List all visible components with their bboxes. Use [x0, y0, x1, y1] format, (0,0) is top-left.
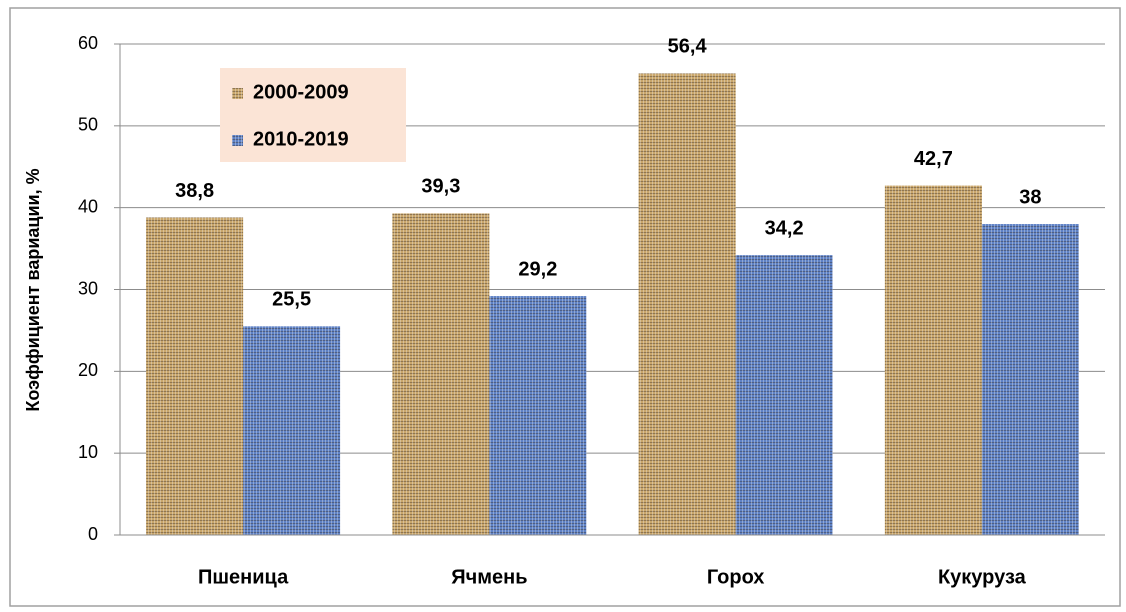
legend-box — [220, 68, 406, 162]
legend-label: 2010-2019 — [253, 128, 349, 150]
data-label: 38 — [1019, 186, 1041, 208]
x-tick-label: Кукуруза — [938, 566, 1027, 588]
y-tick-label: 50 — [78, 115, 98, 135]
y-tick-label: 0 — [88, 524, 98, 544]
bar — [243, 326, 341, 535]
bar — [146, 217, 244, 535]
data-label: 56,4 — [668, 36, 708, 58]
x-tick-label: Ячмень — [451, 566, 527, 588]
y-tick-label: 60 — [78, 33, 98, 53]
bar — [392, 213, 490, 535]
bar — [735, 255, 833, 535]
data-label: 25,5 — [272, 289, 311, 311]
y-axis-label: Коэффициент вариации, % — [23, 168, 43, 411]
legend-swatch — [232, 135, 243, 146]
bar — [489, 296, 587, 535]
data-label: 38,8 — [175, 180, 214, 202]
y-tick-label: 10 — [78, 442, 98, 462]
data-label: 42,7 — [914, 148, 953, 170]
data-label: 39,3 — [421, 176, 460, 198]
legend-label: 2000-2009 — [253, 81, 349, 103]
bar — [638, 73, 736, 536]
bar — [884, 185, 982, 536]
y-tick-label: 20 — [78, 360, 98, 380]
x-tick-label: Горох — [707, 566, 765, 588]
legend-swatch — [232, 88, 243, 99]
bar — [981, 224, 1079, 536]
data-label: 29,2 — [518, 258, 557, 280]
y-tick-label: 30 — [78, 278, 98, 298]
y-tick-label: 40 — [78, 196, 98, 216]
data-label: 34,2 — [765, 217, 804, 239]
x-tick-label: Пшеница — [198, 566, 289, 588]
